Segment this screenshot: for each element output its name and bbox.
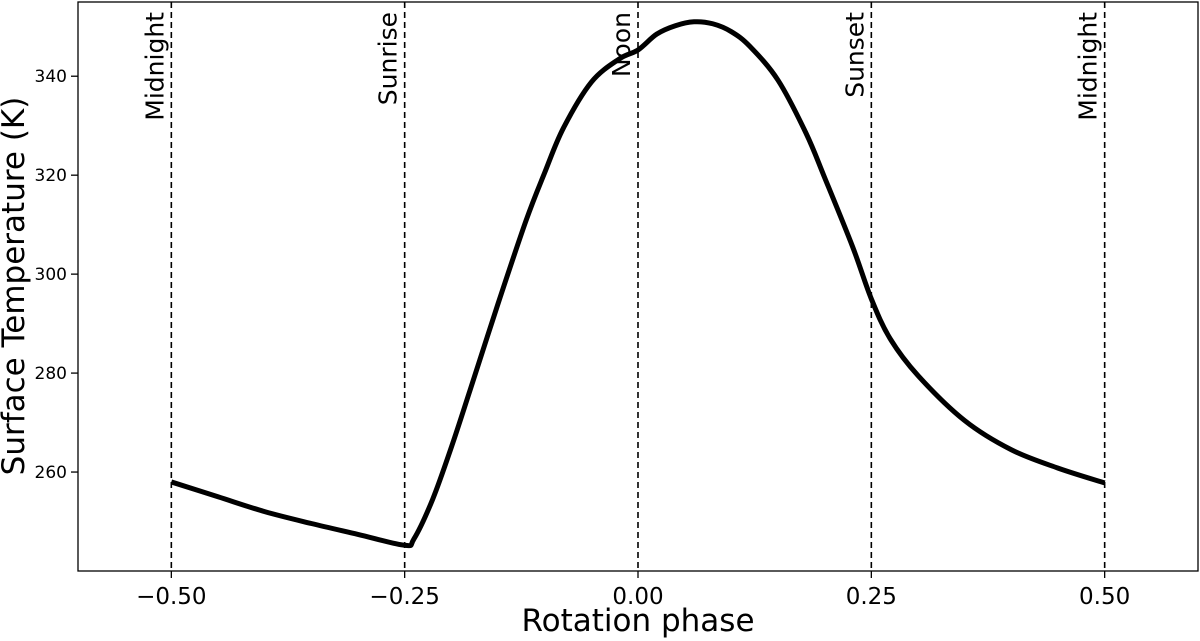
marker-label-1: Sunrise	[374, 12, 403, 105]
series-group	[170, 19, 1106, 549]
y-tick-label-0: 260	[35, 463, 67, 483]
marker-label-4: Midnight	[1074, 12, 1103, 121]
vertical-markers: Midnight Sunrise Noon Sunset Midnight	[140, 2, 1106, 571]
x-axis-ticks: −0.50 −0.25 0.00 0.25 0.50	[136, 571, 1130, 610]
y-tick-label-1: 280	[35, 364, 67, 384]
x-tick-label-4: 0.50	[1079, 584, 1130, 610]
x-tick-label-0: −0.50	[136, 584, 206, 610]
x-tick-label-2: 0.00	[612, 584, 663, 610]
y-tick-label-2: 300	[35, 265, 67, 285]
y-axis-label: Surface Temperature (K)	[0, 97, 32, 476]
series-line-0	[170, 19, 1106, 549]
x-axis-label: Rotation phase	[521, 603, 754, 639]
y-tick-label-3: 320	[35, 166, 67, 186]
x-tick-label-1: −0.25	[369, 584, 439, 610]
marker-label-3: Sunset	[840, 12, 869, 98]
x-tick-label-3: 0.25	[846, 584, 897, 610]
marker-label-0: Midnight	[140, 12, 169, 121]
y-tick-label-4: 340	[35, 67, 67, 87]
y-axis-ticks: 260 280 300 320 340	[35, 67, 78, 483]
